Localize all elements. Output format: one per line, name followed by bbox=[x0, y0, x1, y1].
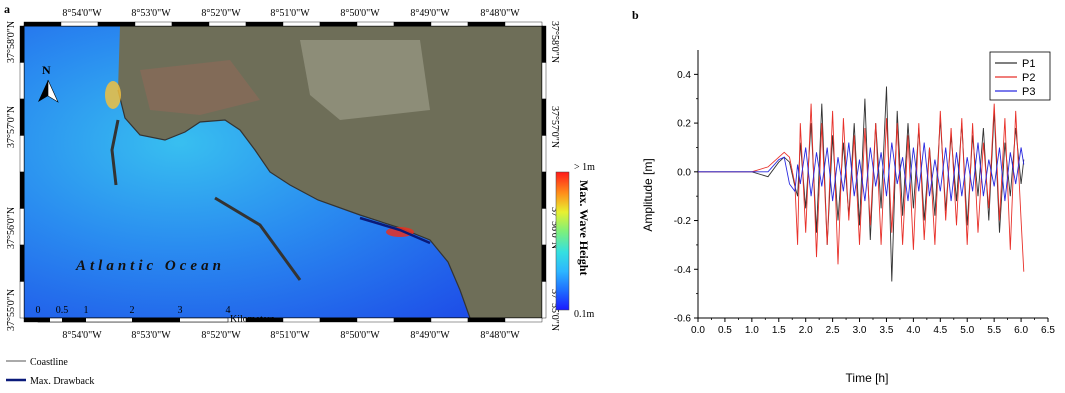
scale-tick-label: 2 bbox=[130, 305, 135, 316]
x-tick-label: 5.0 bbox=[960, 325, 974, 336]
lat-label-right: 37°56'0"N bbox=[549, 207, 560, 249]
legend-coastline-label: Coastline bbox=[30, 357, 68, 368]
lon-labels-bottom: 8°54'0"W 8°53'0"W 8°52'0"W 8°51'0"W 8°50'0"W… bbox=[62, 330, 520, 341]
x-tick-label: 0.0 bbox=[691, 325, 705, 336]
y-axis-label: Amplitude [m] bbox=[641, 158, 655, 231]
scale-tick-label: 1 bbox=[84, 305, 89, 316]
scale-unit: Kilometers bbox=[230, 314, 275, 325]
scale-bar: 0 0.5 1 2 3 4 Kilometers bbox=[36, 305, 275, 325]
x-tick-label: 3.5 bbox=[880, 325, 894, 336]
lon-label-top: 8°50'0"W bbox=[340, 8, 380, 19]
lon-label-bottom: 8°54'0"W bbox=[62, 330, 102, 341]
legend-label: P2 bbox=[1022, 72, 1035, 84]
chart-series bbox=[698, 86, 1025, 282]
ocean-label: Atlantic Ocean bbox=[75, 258, 225, 274]
lon-label-top: 8°54'0"W bbox=[62, 8, 102, 19]
breakwater-south bbox=[214, 196, 302, 281]
lon-label-top: 8°49'0"W bbox=[410, 8, 450, 19]
lon-label-bottom: 8°53'0"W bbox=[131, 330, 171, 341]
x-tick-label: 5.5 bbox=[987, 325, 1001, 336]
x-tick-label: 1.5 bbox=[772, 325, 786, 336]
lon-label-top: 8°51'0"W bbox=[270, 8, 310, 19]
scale-tick-label: 0.5 bbox=[56, 305, 69, 316]
panel-letter-b: b bbox=[632, 8, 639, 22]
lat-label-left: 37°58'0"N bbox=[6, 21, 17, 63]
x-axis-label: Time [h] bbox=[846, 371, 889, 385]
map-legend: Coastline Max. Drawback bbox=[6, 357, 94, 387]
y-tick-label: 0.0 bbox=[677, 167, 691, 178]
lon-label-top: 8°53'0"W bbox=[131, 8, 171, 19]
y-tick-label: -0.6 bbox=[674, 314, 692, 325]
map-panel: a bbox=[4, 2, 595, 387]
breakwater-north bbox=[110, 119, 120, 186]
y-tick-label: -0.4 bbox=[674, 265, 692, 276]
x-tick-label: 6.5 bbox=[1041, 325, 1055, 336]
y-tick-label: 0.2 bbox=[677, 119, 691, 130]
max-wave-hotspot bbox=[105, 81, 121, 109]
x-tick-label: 4.0 bbox=[906, 325, 920, 336]
scale-tick-label: 4 bbox=[226, 305, 231, 316]
lat-label-right: 37°55'0"N bbox=[549, 289, 560, 331]
lon-label-bottom: 8°52'0"W bbox=[201, 330, 241, 341]
lon-label-top: 8°52'0"W bbox=[201, 8, 241, 19]
lon-label-bottom: 8°51'0"W bbox=[270, 330, 310, 341]
coastline bbox=[117, 89, 471, 319]
lat-label-right: 37°58'0"N bbox=[549, 21, 560, 63]
lon-label-bottom: 8°50'0"W bbox=[340, 330, 380, 341]
lat-label-left: 37°57'0"N bbox=[6, 106, 17, 148]
lon-label-bottom: 8°48'0"W bbox=[480, 330, 520, 341]
series-line-p2 bbox=[698, 103, 1025, 272]
line-chart: 0.0 0.5 1.0 1.5 2.0 2.5 3.0 3.5 4.0 4.5 5.0 5.5 6.0 6… bbox=[641, 50, 1055, 385]
town-area bbox=[140, 60, 260, 115]
x-tick-label: 1.0 bbox=[745, 325, 759, 336]
x-tick-label: 2.0 bbox=[799, 325, 813, 336]
lat-label-left: 37°55'0"N bbox=[6, 289, 17, 331]
chart-legend: P1 P2 P3 bbox=[989, 51, 1051, 101]
lat-labels-right: 37°58'0"N 37°57'0"N 37°56'0"N 37°55'0"N bbox=[549, 21, 560, 331]
lon-label-bottom: 8°49'0"W bbox=[410, 330, 450, 341]
drawback-line bbox=[359, 216, 431, 245]
legend-label: P3 bbox=[1022, 86, 1035, 98]
legend-box bbox=[989, 51, 1051, 101]
lat-label-left: 37°56'0"N bbox=[6, 207, 17, 249]
panel-letter-a: a bbox=[4, 2, 10, 16]
colorbar-max-label: > 1m bbox=[574, 162, 595, 173]
north-arrow-icon: N bbox=[38, 63, 59, 103]
legend-drawback-label: Max. Drawback bbox=[30, 376, 94, 387]
series-line-p3 bbox=[698, 142, 1025, 202]
legend-label: P1 bbox=[1022, 58, 1035, 70]
y-tick-label: 0.4 bbox=[677, 70, 691, 81]
chart-axes: 0.0 0.5 1.0 1.5 2.0 2.5 3.0 3.5 4.0 4.5 5.0 5.5 6.0 6… bbox=[674, 50, 1055, 336]
colorbar: > 1m 0.1m Max. Wave Height bbox=[555, 162, 595, 320]
scale-tick-label: 0 bbox=[36, 305, 41, 316]
lat-labels-left: 37°58'0"N 37°57'0"N 37°56'0"N 37°55'0"N bbox=[6, 21, 17, 331]
x-tick-label: 4.5 bbox=[933, 325, 947, 336]
x-tick-label: 3.0 bbox=[853, 325, 867, 336]
industrial-area bbox=[300, 40, 430, 120]
series-line-p1 bbox=[698, 86, 1025, 282]
x-tick-label: 2.5 bbox=[826, 325, 840, 336]
y-tick-label: -0.2 bbox=[674, 216, 692, 227]
x-tick-label: 6.0 bbox=[1014, 325, 1028, 336]
map-figure: 8°54'0"W 8°53'0"W 8°52'0"W 8°51'0"W 8°50'0"W… bbox=[6, 8, 595, 387]
colorbar-ramp bbox=[555, 171, 570, 311]
chart-panel: b 0.0 0.5 1.0 1.5 2.0 2.5 3.0 3.5 4.0 4.5 5.0 5.5 6.… bbox=[628, 0, 1065, 388]
scale-tick-label: 3 bbox=[178, 305, 183, 316]
x-tick-label: 0.5 bbox=[718, 325, 732, 336]
lat-label-right: 37°57'0"N bbox=[549, 106, 560, 148]
colorbar-title: Max. Wave Height bbox=[577, 180, 591, 275]
colorbar-min-label: 0.1m bbox=[574, 309, 595, 320]
max-wave-hotspot-2 bbox=[386, 227, 414, 237]
lon-labels-top: 8°54'0"W 8°53'0"W 8°52'0"W 8°51'0"W 8°50'0"W… bbox=[62, 8, 520, 19]
north-label: N bbox=[42, 63, 51, 77]
lon-label-top: 8°48'0"W bbox=[480, 8, 520, 19]
